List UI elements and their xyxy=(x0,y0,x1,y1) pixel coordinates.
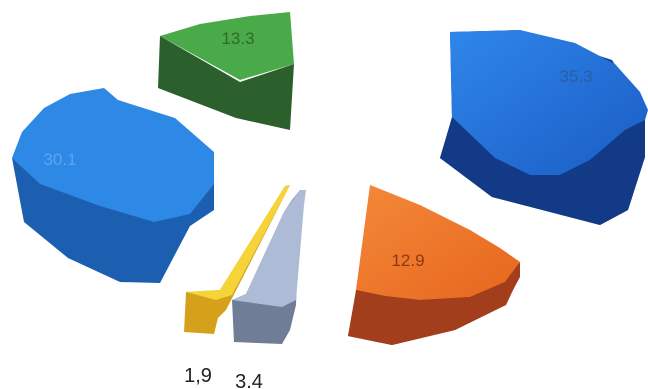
slice-label-3-4: 3.4 xyxy=(235,371,263,389)
slice-12-9-top xyxy=(356,185,520,300)
slice-12-9 xyxy=(348,185,520,345)
slice-label-30-1: 30.1 xyxy=(43,150,76,169)
slice-3-4 xyxy=(232,190,306,344)
slice-13-3 xyxy=(158,12,294,130)
slice-30-1-top xyxy=(12,88,214,222)
slice-label-1-9: 1,9 xyxy=(184,365,212,387)
slice-30-1 xyxy=(12,88,214,283)
slice-35-3 xyxy=(440,30,648,225)
slice-30-1-side xyxy=(12,152,214,283)
slice-13-3-side xyxy=(158,36,294,130)
slice-1-9-top xyxy=(186,185,290,300)
slice-label-12-9: 12.9 xyxy=(391,251,424,270)
slice-3-4-top xyxy=(232,190,306,307)
slice-1-9 xyxy=(184,185,290,334)
slice-35-3-top xyxy=(450,30,648,175)
slice-label-35-3: 35.3 xyxy=(559,67,592,86)
slice-13-3-top xyxy=(160,12,294,80)
slice-label-13-3: 13.3 xyxy=(221,29,254,48)
